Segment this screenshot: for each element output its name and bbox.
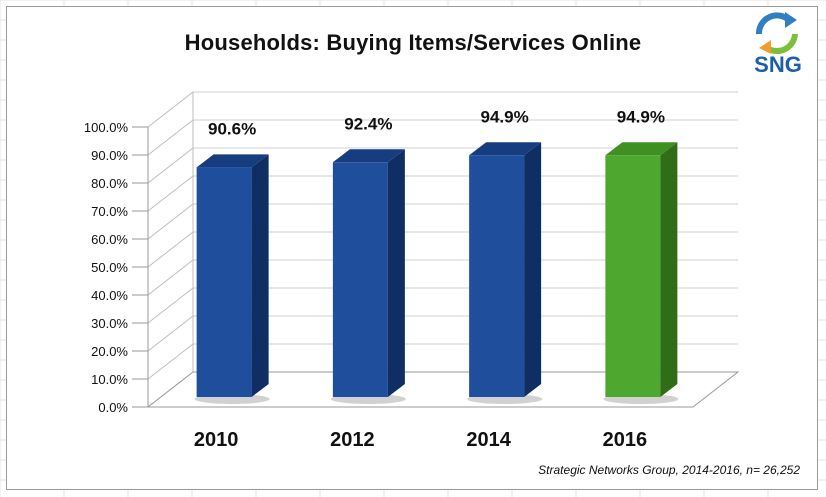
- bar-2016: [603, 142, 679, 404]
- y-tick-label: 0.0%: [98, 400, 128, 415]
- x-tick-label: 2014: [466, 429, 511, 451]
- y-tick-label: 30.0%: [91, 316, 128, 331]
- sng-logo-icon: [756, 12, 798, 55]
- data-label: 94.9%: [481, 107, 529, 126]
- bar-2012: [330, 149, 406, 404]
- y-tick-label: 10.0%: [91, 372, 128, 387]
- gridline-depth: [147, 203, 194, 240]
- y-tick-label: 50.0%: [91, 260, 128, 275]
- chart-floor: [146, 371, 740, 408]
- y-tick-label: 80.0%: [91, 176, 128, 191]
- gridline-depth: [147, 175, 194, 212]
- gridline-depth: [147, 287, 194, 324]
- source-note: Strategic Networks Group, 2014-2016, n= …: [538, 463, 800, 477]
- y-tick-label: 90.0%: [91, 148, 128, 163]
- x-tick-label: 2016: [603, 429, 648, 451]
- chart-title: Households: Buying Items/Services Online: [184, 30, 642, 55]
- gridline-depth: [147, 231, 194, 268]
- bar-front: [332, 162, 388, 397]
- data-label: 94.9%: [617, 107, 665, 126]
- bar-top: [605, 142, 678, 156]
- y-tick-label: 70.0%: [91, 204, 128, 219]
- x-tick-label: 2012: [330, 429, 375, 451]
- chart-area[interactable]: [6, 6, 818, 490]
- logo-text: SNG: [754, 52, 802, 77]
- gridline-depth: [147, 147, 194, 184]
- bar-side: [387, 149, 405, 397]
- gridline-depth: [147, 119, 194, 156]
- bar-top: [469, 142, 542, 156]
- gridline-depth: [147, 343, 194, 380]
- y-tick-label: 60.0%: [91, 232, 128, 247]
- y-tick-label: 40.0%: [91, 288, 128, 303]
- bar-side: [660, 142, 678, 397]
- gridline-depth: [147, 91, 194, 128]
- data-label: 92.4%: [344, 114, 392, 133]
- gridline-depth: [147, 315, 194, 352]
- bar-top: [332, 149, 405, 163]
- bar-front: [469, 155, 525, 397]
- gridline-depth: [147, 259, 194, 296]
- bar-2010: [194, 154, 270, 404]
- data-label: 90.6%: [208, 119, 256, 138]
- y-tick-label: 100.0%: [84, 120, 129, 135]
- bar-side: [524, 142, 542, 397]
- x-tick-label: 2010: [194, 429, 239, 451]
- bar-2014: [467, 142, 543, 404]
- bar-front: [605, 155, 661, 397]
- y-tick-label: 20.0%: [91, 344, 128, 359]
- bar-side: [251, 154, 269, 397]
- bar-front: [196, 167, 252, 397]
- bar-top: [196, 154, 269, 168]
